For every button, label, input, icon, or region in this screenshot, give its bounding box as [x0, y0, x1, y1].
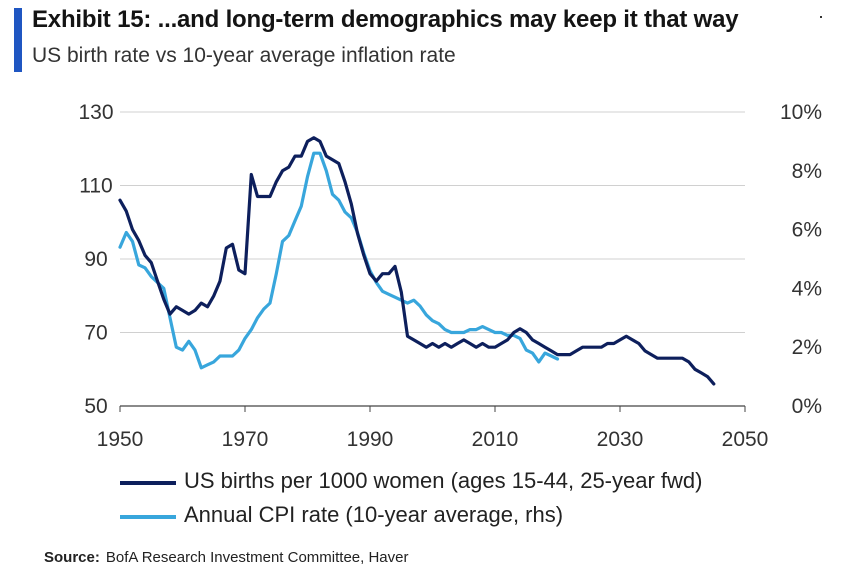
chart-subtitle: US birth rate vs 10-year average inflati…: [32, 44, 456, 67]
gridlines: [120, 111, 745, 407]
y-right-tick-label: 4%: [792, 277, 822, 300]
x-tick-label: 1990: [347, 428, 394, 451]
series-line-cpi: [118, 151, 560, 370]
y-left-tick-label: 70: [84, 322, 107, 345]
stray-dot: [820, 16, 822, 18]
source-label: Source:: [44, 549, 100, 566]
series-line-births: [118, 136, 716, 386]
right-axis-ticks: 0% 2% 4% 6% 8% 10%: [780, 101, 822, 418]
x-axis-ticks: 1950 1970 1990 2010 2030 2050: [97, 406, 769, 451]
y-right-tick-label: 10%: [780, 101, 822, 124]
y-right-tick-label: 8%: [792, 160, 822, 183]
chart-title: Exhibit 15: ...and long-term demographic…: [32, 6, 739, 33]
x-tick-label: 2030: [597, 428, 644, 451]
legend-swatch-cpi: [120, 515, 176, 519]
legend-label-births: US births per 1000 women (ages 15-44, 25…: [184, 468, 703, 493]
source-text: BofA Research Investment Committee, Have…: [105, 549, 409, 566]
title-accent-bar: [14, 8, 22, 72]
chart-plot: 50 70 90 110 130 0% 2% 4% 6% 8% 10% 1950 1970 1990 2…: [78, 101, 822, 451]
left-axis-ticks: 50 70 90 110 130: [78, 101, 113, 418]
x-tick-label: 1970: [222, 428, 269, 451]
y-right-tick-label: 0%: [792, 395, 822, 418]
x-tick-label: 2050: [722, 428, 769, 451]
y-right-tick-label: 6%: [792, 219, 822, 242]
y-right-tick-label: 2%: [792, 336, 822, 359]
source-note: Source: BofA Research Investment Committe…: [44, 549, 408, 566]
y-left-tick-label: 90: [84, 248, 107, 271]
x-tick-label: 2010: [472, 428, 519, 451]
legend-label-cpi: Annual CPI rate (10-year average, rhs): [184, 502, 564, 527]
series-layer: [118, 136, 716, 386]
y-left-tick-label: 130: [78, 101, 113, 124]
legend-swatch-births: [120, 481, 176, 485]
y-left-tick-label: 110: [79, 175, 112, 198]
x-tick-label: 1950: [97, 428, 144, 451]
y-left-tick-label: 50: [84, 395, 107, 418]
